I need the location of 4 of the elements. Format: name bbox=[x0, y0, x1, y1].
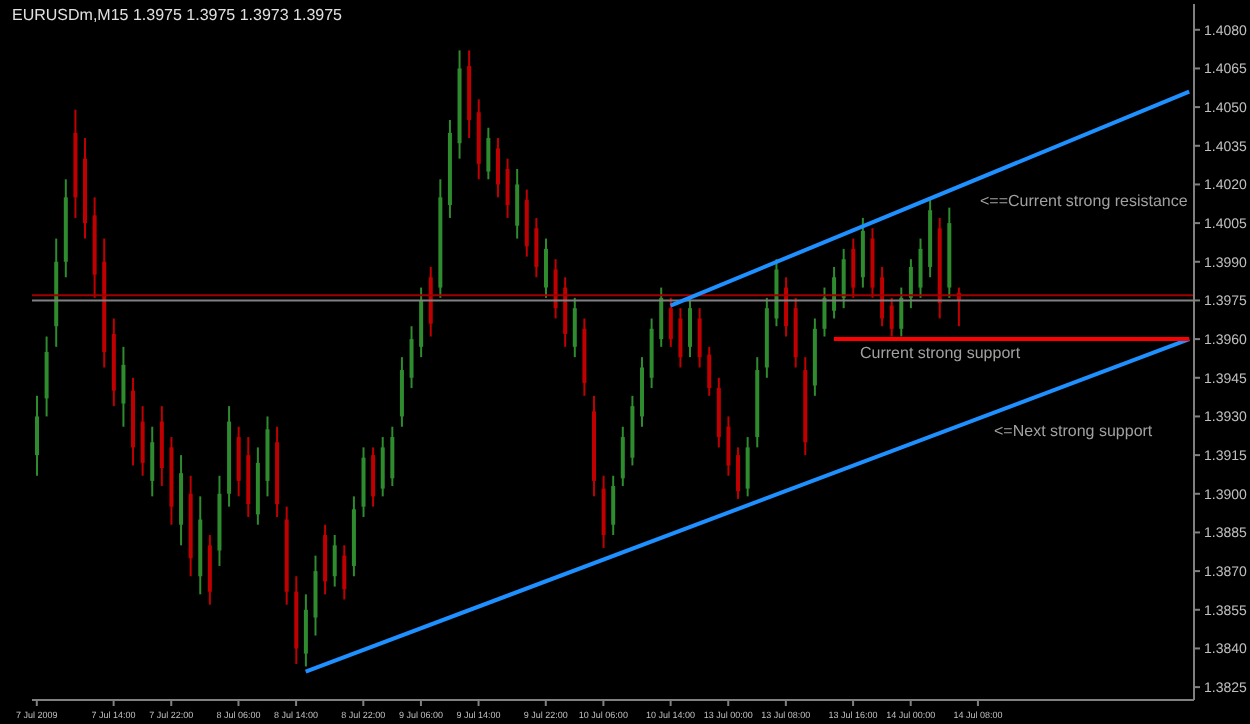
chart-title: EURUSDm,M15 1.3975 1.3975 1.3973 1.3975 bbox=[12, 6, 342, 24]
annotation: <==Current strong resistance bbox=[980, 192, 1188, 210]
annotation: <=Next strong support bbox=[994, 422, 1153, 440]
annotation: Current strong support bbox=[860, 343, 1021, 362]
